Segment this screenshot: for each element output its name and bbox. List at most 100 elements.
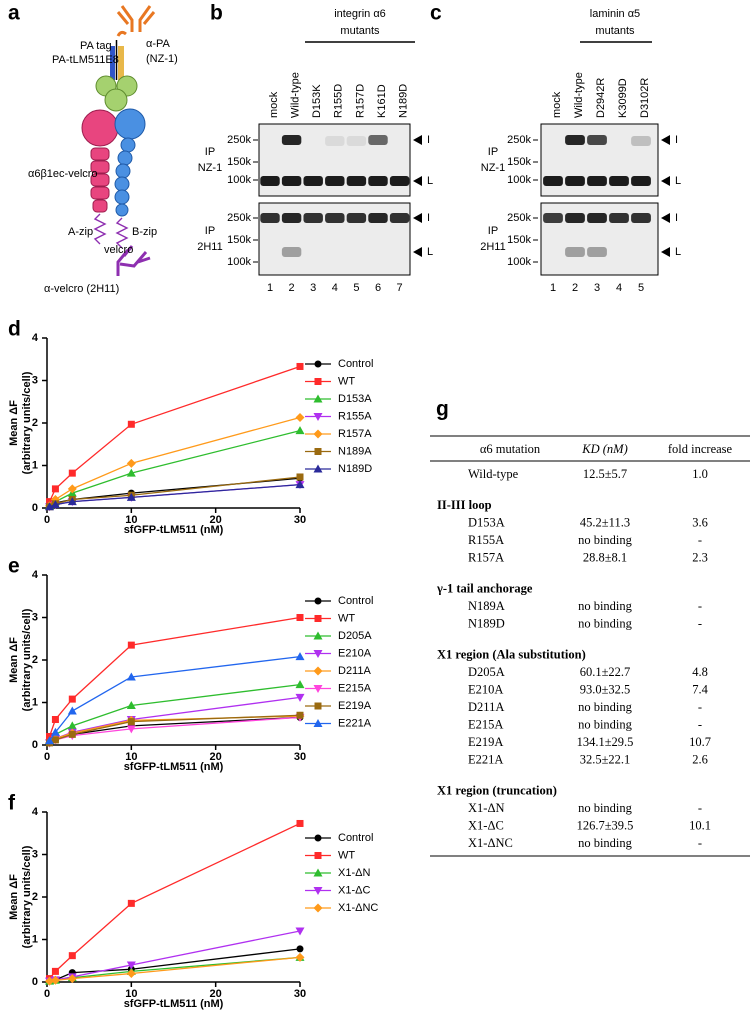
legend-marker [314, 702, 322, 710]
data-point [126, 492, 136, 501]
lane-label: Wild-type [573, 72, 585, 118]
band [389, 213, 410, 223]
marker-label: 250k [227, 212, 251, 224]
band [346, 176, 367, 186]
diagram-label: PA-tLM511E8 [52, 54, 119, 66]
table-cell: E221A [468, 752, 503, 766]
table-cell: 12.5±5.7 [583, 467, 627, 481]
lane-number: 6 [375, 282, 381, 294]
table-cell: X1-ΔNC [468, 836, 513, 850]
x-tick-label: 20 [210, 988, 222, 1000]
lane-number: 5 [353, 282, 359, 294]
data-point [67, 484, 77, 494]
arrowhead [661, 176, 670, 186]
data-point [51, 716, 59, 723]
data-point [296, 945, 304, 953]
table-cell: no binding [578, 801, 633, 815]
table-cell: D205A [468, 665, 505, 679]
data-point [296, 614, 304, 621]
table-cell: 126.7±39.5 [577, 818, 634, 832]
panel-label: c [430, 2, 442, 25]
data-point [50, 500, 60, 509]
y-tick-label: 1 [32, 696, 38, 708]
band-label: I [675, 134, 678, 146]
table-cell: R157A [468, 550, 504, 564]
series-line [49, 930, 301, 982]
lane-number: 7 [397, 282, 403, 294]
table-cell: - [698, 717, 702, 731]
y-tick-label: 2 [32, 891, 38, 903]
x-tick-label: 20 [210, 514, 222, 526]
band [565, 213, 585, 223]
table-cell: 45.2±11.3 [580, 515, 630, 529]
band [389, 176, 410, 186]
band [587, 135, 607, 145]
data-point [126, 961, 136, 970]
band [260, 176, 280, 186]
marker-label: 100k [507, 256, 531, 268]
table-cell: 32.5±22.1 [580, 752, 631, 766]
table-cell: 10.1 [689, 818, 711, 832]
marker-label: 250k [507, 212, 531, 224]
x-tick-label: 30 [294, 751, 306, 763]
y-tick-label: 2 [32, 417, 38, 429]
table-cell: no binding [578, 533, 633, 547]
y-tick-label: 4 [32, 332, 39, 344]
table-cell: 93.0±32.5 [580, 682, 631, 696]
data-point [296, 362, 304, 370]
table-cell: 10.7 [689, 735, 711, 749]
legend-marker [313, 868, 323, 877]
table-cell: D153A [468, 515, 505, 529]
band [587, 247, 607, 257]
band-label: I [675, 212, 678, 224]
lane-label: D3102R [639, 78, 651, 118]
data-point [51, 967, 59, 975]
diagram-label: α-PA [146, 38, 171, 50]
section-title: γ-1 tail anchorage [436, 581, 533, 595]
band [281, 247, 302, 257]
y-tick-label: 4 [32, 569, 39, 581]
legend-marker [313, 394, 323, 403]
section-title: X1 region (truncation) [437, 783, 557, 797]
table-cell: Wild-type [468, 467, 519, 481]
band [325, 136, 345, 146]
data-point [126, 725, 136, 734]
zippers [93, 213, 129, 249]
band [281, 176, 302, 186]
marker-label: 250k [507, 134, 531, 146]
lane-label: K161D [376, 84, 388, 118]
series-line [48, 655, 301, 742]
band [368, 213, 388, 223]
legend-marker [314, 360, 322, 368]
legend-label: X1-ΔN [338, 867, 370, 879]
table-cell: no binding [578, 616, 633, 630]
table-cell: - [698, 533, 702, 547]
legend-label: WT [338, 375, 355, 387]
diagram-label: A-zip [68, 226, 93, 238]
anti-velcro-antibody [116, 245, 151, 276]
y-tick-label: 0 [32, 502, 38, 514]
data-point [67, 974, 77, 984]
data-point [50, 975, 60, 985]
legend-label: X1-ΔC [338, 884, 370, 896]
band [346, 136, 367, 146]
legend-label: WT [338, 849, 355, 861]
y-tick-label: 0 [32, 976, 38, 988]
data-point [68, 469, 76, 477]
legend-label: Control [338, 595, 373, 607]
marker-label: 150k [507, 234, 531, 246]
section-title: II-III loop [437, 498, 492, 512]
data-point [295, 952, 305, 962]
legend-label: D205A [338, 630, 372, 642]
band [303, 213, 323, 223]
data-point [45, 736, 55, 745]
marker-label: 100k [227, 174, 251, 186]
x-tick-label: 30 [294, 514, 306, 526]
legend-label: Control [338, 832, 373, 844]
band [543, 213, 563, 223]
y-tick-label: 3 [32, 848, 38, 860]
table-cell: E215A [468, 717, 503, 731]
diagram-label: B-zip [132, 226, 157, 238]
lane-number: 5 [638, 282, 644, 294]
data-point [295, 693, 305, 702]
